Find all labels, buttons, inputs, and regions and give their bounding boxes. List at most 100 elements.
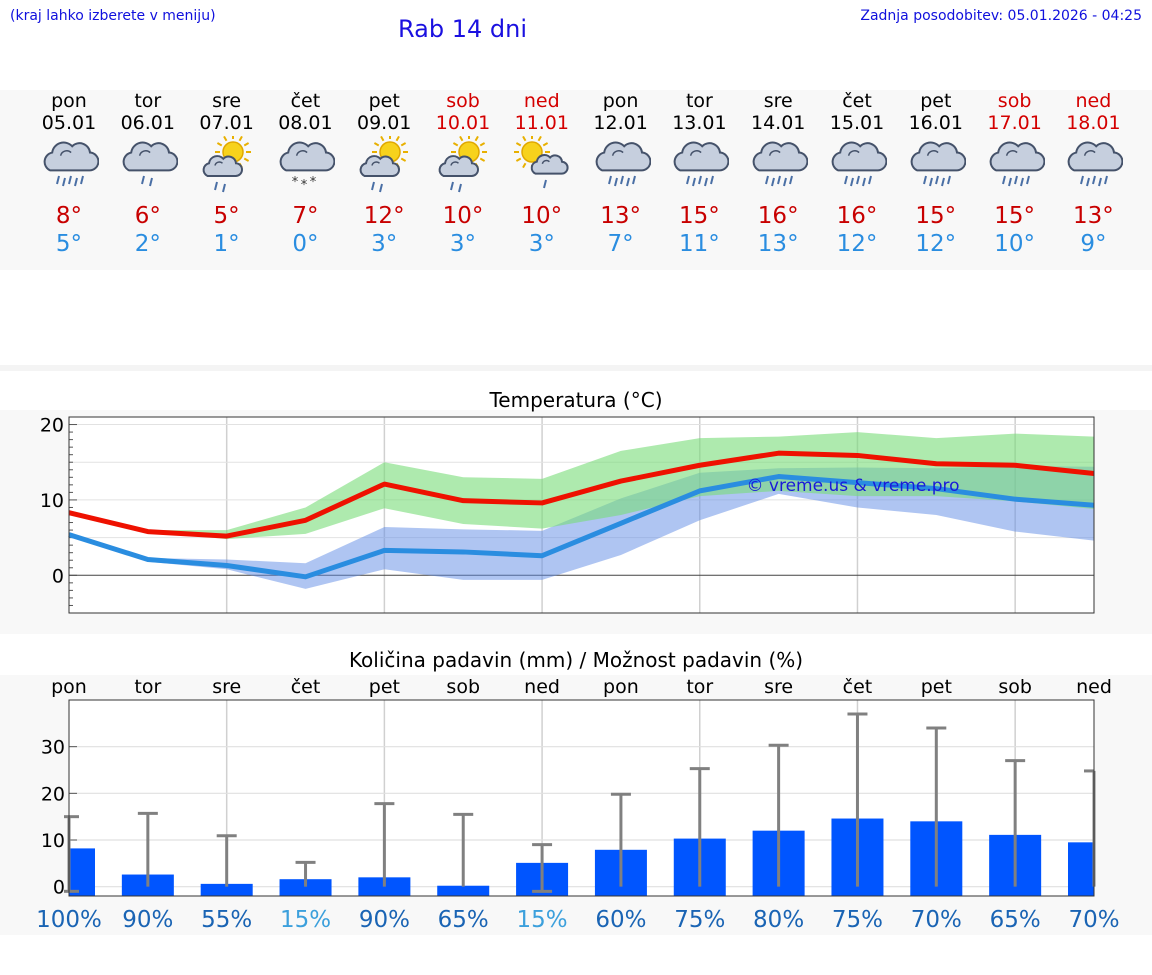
- cloud-shape: [43, 141, 100, 172]
- max-temp: 7°: [292, 203, 319, 229]
- min-temp: 12°: [836, 231, 878, 257]
- rain-drop: [542, 179, 547, 189]
- forecast-strip: pon 05.01 8° 5° tor 06.01 6° 2° sre 07.01 5° 1° čet 0…: [0, 90, 1152, 270]
- day-date: 16.01: [908, 112, 963, 134]
- cloud-detail: [690, 150, 703, 156]
- y-tick-label: 0: [53, 877, 65, 899]
- x-category-label: sob: [446, 676, 480, 698]
- max-temp: 10°: [521, 203, 563, 229]
- precip-bar: [200, 883, 253, 896]
- cloud-shape: [989, 141, 1045, 172]
- max-temp: 16°: [757, 203, 799, 229]
- x-category-label: tor: [134, 676, 161, 698]
- temperature-chart-title: Temperatura (°C): [489, 388, 663, 412]
- precip-chance-label: 70%: [911, 907, 962, 933]
- day-name: pet: [920, 90, 952, 112]
- x-category-label: pet: [369, 676, 400, 698]
- light-rain-cloud-icon: [122, 141, 179, 187]
- cloud-detail: [541, 159, 550, 165]
- rain-drop: [844, 175, 848, 185]
- rain-drop: [934, 175, 939, 185]
- cloud-detail: [138, 150, 151, 156]
- rain-drop: [789, 175, 794, 185]
- sun-ray: [521, 135, 527, 142]
- precip-chance-label: 100%: [36, 907, 102, 933]
- day-date: 12.01: [593, 112, 648, 134]
- forecast-day: ned 11.01 10° 3°: [503, 90, 581, 258]
- rain-drop: [692, 177, 697, 187]
- rain-drop: [1080, 175, 1085, 185]
- day-name: ned: [523, 90, 560, 112]
- sun-cloud-rain-icon: [513, 134, 569, 189]
- cloud-detail: [450, 161, 460, 166]
- rain-drop: [850, 177, 854, 187]
- x-category-label: pet: [921, 676, 952, 698]
- rain-cloud-icon: [989, 141, 1045, 187]
- rain-cloud-icon: [752, 141, 809, 187]
- forecast-day: pon 05.01 8° 5°: [30, 90, 108, 258]
- day-date: 11.01: [514, 112, 569, 134]
- cloud-shape: [831, 141, 888, 172]
- forecast-day: sre 07.01 5° 1°: [188, 90, 266, 258]
- sun-ray: [243, 142, 249, 147]
- day-name: pet: [368, 90, 400, 112]
- temperature-chart: 0 10 20 © vreme.us & vreme.pro: [40, 415, 1095, 614]
- sun-ray: [521, 162, 527, 169]
- precip-chance-label: 65%: [990, 907, 1041, 933]
- precip-chart-title: Količina padavin (mm) / Možnost padavin …: [348, 648, 804, 672]
- rain-drop: [868, 175, 872, 185]
- sun-rain-icon: [359, 134, 409, 193]
- rain-drop: [74, 177, 78, 187]
- precip-chance-label: 15%: [517, 907, 568, 933]
- cloud-detail: [847, 150, 860, 156]
- precip-chance-label: 75%: [832, 907, 883, 933]
- precip-chance-label: 55%: [201, 907, 252, 933]
- rain-drop: [1104, 175, 1109, 185]
- precip-chance-label: 90%: [359, 907, 410, 933]
- x-category-label: ned: [1076, 676, 1112, 698]
- sun-ray: [243, 157, 249, 162]
- precip-chance-label: 60%: [595, 907, 646, 933]
- day-date: 14.01: [750, 112, 806, 134]
- rain-drop: [1098, 177, 1103, 187]
- forecast-day: sob 10.01 10° 3°: [424, 90, 502, 258]
- sun-ray: [380, 135, 385, 142]
- day-date: 06.01: [120, 112, 175, 134]
- day-name: tor: [134, 90, 162, 112]
- cloud-detail: [296, 150, 309, 156]
- cloud-detail: [213, 161, 223, 166]
- forecast-band: [0, 90, 1152, 270]
- x-category-label: tor: [686, 676, 713, 698]
- sun-ray: [474, 135, 479, 142]
- rain-drop: [68, 175, 72, 185]
- y-tick-label: 20: [40, 415, 64, 437]
- rain-drop: [371, 181, 376, 191]
- rain-drop: [1092, 175, 1097, 185]
- cloud-shape: [438, 155, 479, 177]
- rain-cloud-icon: [989, 141, 1045, 187]
- day-name: pon: [51, 90, 87, 112]
- location-menu-hint[interactable]: (kraj lahko izberete v meniju): [10, 8, 216, 24]
- rain-drop: [140, 175, 145, 185]
- sun-ray: [216, 142, 222, 147]
- precip-chance-label: 75%: [674, 907, 725, 933]
- precip-bar: [279, 879, 332, 896]
- y-tick-label: 0: [52, 565, 64, 587]
- max-temp: 6°: [134, 203, 161, 229]
- forecast-day: pon 12.01 13° 7°: [582, 90, 660, 258]
- rain-drop: [686, 175, 691, 185]
- rain-cloud-icon: [831, 141, 888, 187]
- rain-cloud-icon: [43, 141, 100, 187]
- rain-drop: [450, 181, 454, 191]
- watermark: © vreme.us & vreme.pro: [746, 476, 959, 496]
- cloud-detail: [926, 150, 939, 156]
- rain-cloud-icon: [831, 141, 888, 187]
- rain-drop: [856, 175, 860, 185]
- min-temp-range-band: [69, 466, 1094, 589]
- day-name: sob: [446, 90, 480, 112]
- forecast-day: čet 08.01 * * * 7° 0°: [266, 90, 344, 258]
- x-category-label: ned: [524, 676, 560, 698]
- min-temp: 2°: [134, 231, 161, 257]
- rain-drop: [62, 177, 66, 187]
- max-temp: 16°: [836, 203, 878, 229]
